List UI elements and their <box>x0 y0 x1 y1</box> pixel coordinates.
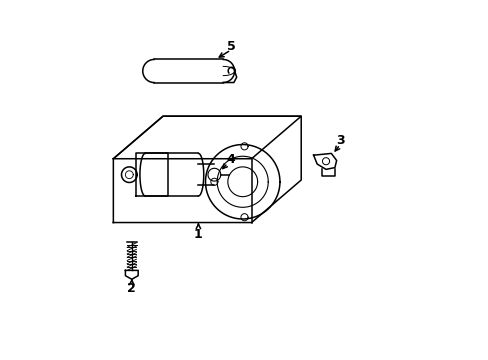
Text: 3: 3 <box>335 134 344 147</box>
Text: 5: 5 <box>226 40 235 53</box>
Text: 2: 2 <box>127 282 136 294</box>
Text: 1: 1 <box>194 229 203 242</box>
Text: 4: 4 <box>225 153 234 166</box>
